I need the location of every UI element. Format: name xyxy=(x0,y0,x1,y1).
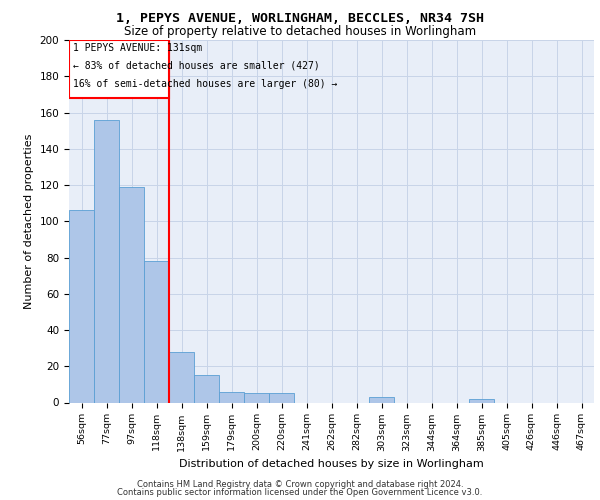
Text: ← 83% of detached houses are smaller (427): ← 83% of detached houses are smaller (42… xyxy=(73,61,320,71)
Bar xyxy=(369,397,394,402)
Bar xyxy=(69,210,94,402)
Text: Size of property relative to detached houses in Worlingham: Size of property relative to detached ho… xyxy=(124,25,476,38)
Bar xyxy=(169,352,194,403)
Bar xyxy=(144,261,169,402)
Text: Contains HM Land Registry data © Crown copyright and database right 2024.: Contains HM Land Registry data © Crown c… xyxy=(137,480,463,489)
Bar xyxy=(119,187,144,402)
Bar xyxy=(244,394,269,402)
X-axis label: Distribution of detached houses by size in Worlingham: Distribution of detached houses by size … xyxy=(179,459,484,469)
Text: Contains public sector information licensed under the Open Government Licence v3: Contains public sector information licen… xyxy=(118,488,482,497)
Bar xyxy=(94,120,119,403)
Bar xyxy=(194,376,219,402)
Text: 1 PEPYS AVENUE: 131sqm: 1 PEPYS AVENUE: 131sqm xyxy=(73,42,202,52)
Y-axis label: Number of detached properties: Number of detached properties xyxy=(24,134,34,309)
Bar xyxy=(269,394,294,402)
Text: 16% of semi-detached houses are larger (80) →: 16% of semi-detached houses are larger (… xyxy=(73,79,337,89)
Text: 1, PEPYS AVENUE, WORLINGHAM, BECCLES, NR34 7SH: 1, PEPYS AVENUE, WORLINGHAM, BECCLES, NR… xyxy=(116,12,484,26)
Bar xyxy=(219,392,244,402)
FancyBboxPatch shape xyxy=(69,40,169,98)
Bar xyxy=(469,399,494,402)
